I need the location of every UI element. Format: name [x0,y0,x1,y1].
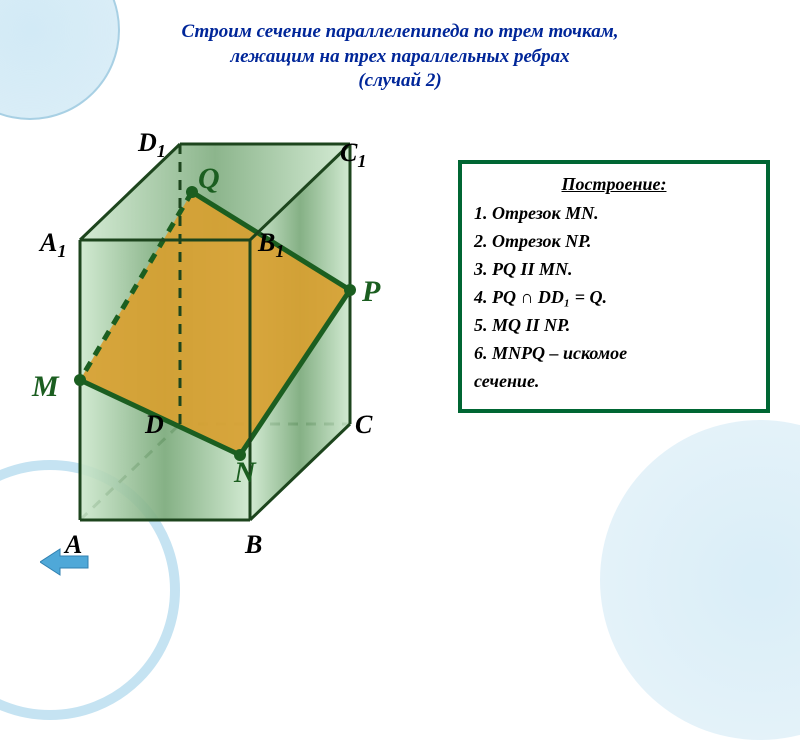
vertex-label-A1: A1 [40,228,66,262]
panel-step: 2. Отрезок NP. [474,231,754,252]
slide-title: Строим сечение параллелепипеда по трем т… [80,20,720,94]
vertex-label-N: N [234,456,256,490]
panel-step: 4. PQ ∩ DD₁ = Q. [474,287,754,308]
vertex-label-B: B [245,530,262,560]
panel-step: 6. MNPQ – искомое [474,343,754,364]
construction-panel: Построение: 1. Отрезок MN. 2. Отрезок NP.… [458,160,770,413]
vertex-label-P: P [362,275,380,309]
cube-diagram: ABCDA1B1C1D1MNPQ [20,120,420,560]
panel-step: 3. PQ II MN. [474,259,754,280]
vertex-label-Q: Q [198,162,220,196]
panel-steps: 1. Отрезок MN. 2. Отрезок NP. 3. PQ II MN.… [474,203,754,392]
vertex-label-C1: C1 [340,138,366,172]
cube-svg [20,120,420,560]
vertex-label-D: D [145,410,164,440]
panel-title: Построение: [474,174,754,195]
vertex-label-M: M [32,370,59,404]
title-line-3: (случай 2) [80,69,720,94]
vertex-label-B1: B1 [258,228,284,262]
panel-step: 1. Отрезок MN. [474,203,754,224]
panel-step: сечение. [474,371,754,392]
corner-decor-br [600,420,800,740]
vertex-label-C: C [355,410,372,440]
title-line-1: Строим сечение параллелепипеда по трем т… [80,20,720,45]
arrow-left-icon [40,547,90,577]
vertex-label-D1: D1 [138,128,166,162]
panel-step: 5. MQ II NP. [474,315,754,336]
title-line-2: лежащим на трех параллельных ребрах [80,45,720,70]
back-button[interactable] [40,547,90,582]
